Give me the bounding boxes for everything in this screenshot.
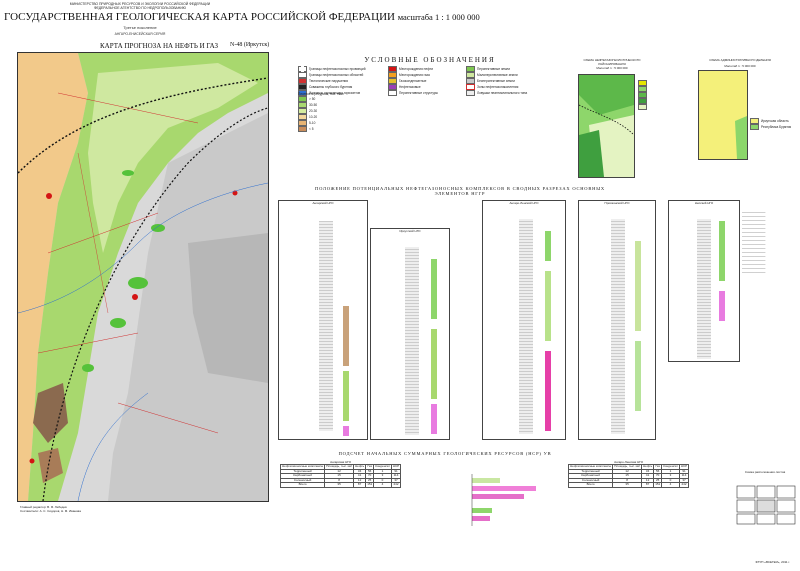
- legend-item: Зоны нефтегазонакопления: [466, 84, 546, 90]
- map-canvas: [18, 53, 268, 501]
- legend-item: Месторождения газа: [388, 72, 463, 78]
- map-title: КАРТА ПРОГНОЗА НА НЕФТЬ И ГАЗ: [100, 42, 219, 50]
- table-row: Соленосный 8 12 25 0 37: [567, 477, 690, 484]
- resources-title: ПОДСЧЕТ НАЧАЛЬНЫХ СУММАРНЫХ ГЕОЛОГИЧЕСКИ…: [338, 451, 552, 456]
- sheet-index-diagram[interactable]: [735, 482, 797, 526]
- table-row: Всего 35 87 151 4 242: [279, 482, 402, 488]
- legend-column-1: Границы нефтегазоносных провинций Границ…: [298, 66, 383, 96]
- inset-map-1[interactable]: [578, 74, 635, 178]
- density-scale: Плотность ресурсов, тыс. т/км² > 50 30-5…: [298, 92, 383, 133]
- resource-table-2: Ангаро-Ленская НГО Нефтегазоносные компл…: [567, 460, 690, 488]
- section-column-2[interactable]: Иркутский НГО: [370, 228, 450, 440]
- section-column-3[interactable]: Ангаро-Ленский НГО: [482, 200, 566, 440]
- density-value: > 50: [309, 97, 316, 102]
- legend-item: Нефтегазовые: [388, 84, 463, 90]
- sheet-number: N-48 (Иркутск): [230, 42, 270, 48]
- inset-2-legend: Иркутская область Республика Бурятия: [750, 118, 798, 130]
- legend-item: Границы нефтегазоносных областей: [298, 72, 383, 78]
- strat-index-list: ─────────── ─────────── ─────────── ───────…: [742, 210, 766, 274]
- legend-item: Перспективные структуры: [388, 90, 463, 96]
- density-value: 10-20: [309, 115, 318, 120]
- sections-title: ПОЛОЖЕНИЕ ПОТЕНЦИАЛЬНЫХ НЕФТЕГАЗОНОСНЫХ …: [315, 186, 605, 196]
- sheet-index-title: Схема расположения листов: [744, 470, 786, 474]
- legend-item: Изогипсы отражающих горизонтов: [298, 90, 383, 96]
- series-label: АНГАРО-ЕНИСЕЙСКАЯ СЕРИЯ: [114, 32, 166, 36]
- resource-table-1: Ангарская НГО Нефтегазоносные комплексы П…: [279, 460, 402, 488]
- main-map[interactable]: [17, 52, 269, 502]
- legend-item: Перспективные земли: [466, 66, 546, 72]
- inset-2-canvas: [699, 71, 747, 159]
- density-title: Плотность ресурсов, тыс. т/км²: [298, 92, 344, 96]
- inset-1-scale: Масштаб 1 : 5 000 000: [596, 66, 628, 70]
- main-title: ГОСУДАРСТВЕННАЯ ГЕОЛОГИЧЕСКАЯ КАРТА РОСС…: [4, 11, 480, 23]
- table-row: Терригенный 12 34 56 1 91: [279, 468, 402, 475]
- header-ministry: МИНИСТЕРСТВО ПРИРОДНЫХ РЕСУРСОВ И ЭКОЛОГ…: [69, 2, 211, 10]
- section-column-1[interactable]: Ангарский НГО: [278, 200, 368, 440]
- density-value: 30-50: [309, 103, 318, 108]
- section-column-4[interactable]: Присаянский НГО: [578, 200, 656, 440]
- legend-column-3: Перспективные земли Малоперспективные зе…: [466, 66, 546, 96]
- legend-column-2: Месторождения нефти Месторождения газа Г…: [388, 66, 463, 96]
- inset-1-title: СХЕМА НЕФТЕГАЗОГЕОЛОГИЧЕСКОГО РАЙОНИРОВА…: [583, 58, 641, 66]
- inset-2-title: СХЕМА АДМИНИСТРАТИВНОГО ДЕЛЕНИЯ: [709, 58, 771, 62]
- legend-item: Малоперспективные земли: [466, 72, 546, 78]
- section-column-5[interactable]: Непский НГО: [668, 200, 740, 362]
- density-value: 5-10: [309, 121, 316, 126]
- inset-1-legend: [638, 80, 683, 110]
- inset-map-2[interactable]: [698, 70, 748, 160]
- table-row: Всего 35 87 151 4 242: [567, 482, 690, 488]
- footer-publisher: ФГУП «ВСЕГЕИ», 2011 г.: [755, 560, 790, 564]
- legend-item: Ловушки неантиклинального типа: [466, 90, 546, 96]
- legend-item: Месторождения нефти: [388, 66, 463, 72]
- footer-credits: Главный редактор: В. Ф. Лебедев Составит…: [20, 505, 81, 513]
- legend-title: УСЛОВНЫЕ ОБОЗНАЧЕНИЯ: [364, 56, 496, 64]
- density-value: < 5: [309, 127, 314, 132]
- edition-label: Третье поколение: [123, 25, 157, 30]
- inset-2-scale: Масштаб 1 : 5 000 000: [724, 64, 756, 68]
- legend-item: Газоконденсатные: [388, 78, 463, 84]
- legend-item: Тектонические нарушения: [298, 78, 383, 84]
- inset-1-canvas: [578, 75, 635, 177]
- density-value: 20-30: [309, 109, 318, 114]
- legend-item: Бесперспективные земли: [466, 78, 546, 84]
- legend-item: Границы нефтегазоносных провинций: [298, 66, 383, 72]
- legend-item: Скважины глубокого бурения: [298, 84, 383, 90]
- resource-bar-chart: [462, 470, 562, 530]
